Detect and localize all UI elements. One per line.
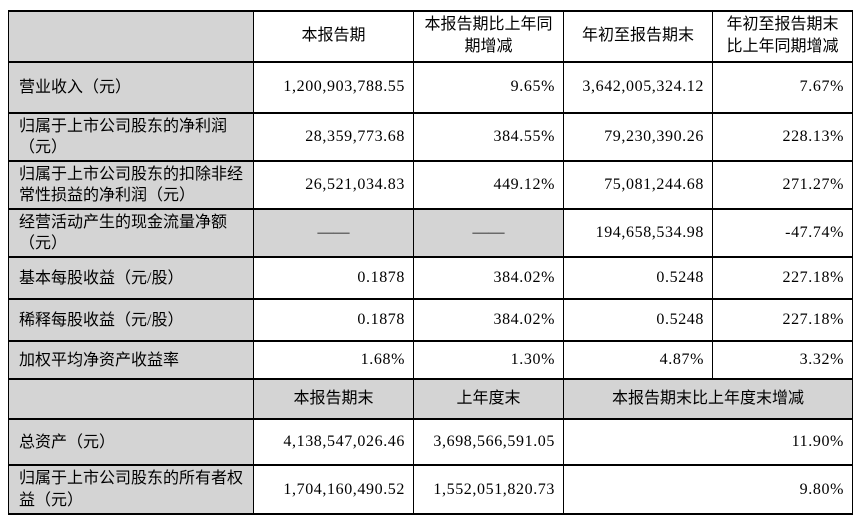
row-label: 归属于上市公司股东的净利润（元）	[8, 111, 254, 163]
value-ytd-vs-prior: 228.13%	[712, 111, 853, 163]
value-ytd: 0.5248	[563, 256, 713, 301]
value-ytd: 0.5248	[563, 298, 713, 343]
value-current-period: 1,200,903,788.55	[253, 60, 414, 114]
row-basic-eps: 基本每股收益（元/股） 0.1878 384.02% 0.5248 227.18…	[8, 256, 853, 301]
value-current-period: 28,359,773.68	[253, 111, 414, 163]
row-label: 稀释每股收益（元/股）	[8, 298, 254, 343]
col-header-ytd-vs-prior: 年初至报告期末 比上年同期增减	[712, 10, 853, 63]
value-current-vs-prior: 384.02%	[413, 256, 564, 301]
value-current-period: 0.1878	[253, 298, 414, 343]
row-label: 加权平均净资产收益率	[8, 340, 254, 381]
value-current-period: 0.1878	[253, 256, 414, 301]
value-current-vs-prior: 1.30%	[413, 340, 564, 381]
header-row-year-end: 本报告期末 上年度末 本报告期末比上年度末增减	[8, 378, 853, 421]
value-current-vs-prior: 384.55%	[413, 111, 564, 163]
row-weighted-avg-roe: 加权平均净资产收益率 1.68% 1.30% 4.87% 3.32%	[8, 340, 853, 381]
value-ytd: 3,642,005,324.12	[563, 60, 713, 114]
value-current-vs-prior: 449.12%	[413, 159, 564, 211]
row-label: 归属于上市公司股东的所有者权益（元）	[8, 464, 254, 515]
row-net-profit: 归属于上市公司股东的净利润（元） 28,359,773.68 384.55% 7…	[8, 111, 853, 163]
row-label: 归属于上市公司股东的扣除非经常性损益的净利润（元）	[8, 159, 254, 211]
row-label: 经营活动产生的现金流量净额（元）	[8, 208, 254, 259]
value-current-vs-prior: 384.02%	[413, 298, 564, 343]
value-ytd: 4.87%	[563, 340, 713, 381]
value-ytd-vs-prior: -47.74%	[712, 208, 853, 259]
value-period-end-vs-prior: 9.80%	[563, 464, 853, 515]
value-prior-year-end: 3,698,566,591.05	[413, 418, 564, 467]
row-revenue: 营业收入（元） 1,200,903,788.55 9.65% 3,642,005…	[8, 60, 853, 114]
col-header-prior-year-end: 上年度末	[413, 378, 564, 421]
row-net-profit-excl-nonrecurring: 归属于上市公司股东的扣除非经常性损益的净利润（元） 26,521,034.83 …	[8, 159, 853, 211]
row-operating-cash-flow: 经营活动产生的现金流量净额（元） —— —— 194,658,534.98 -4…	[8, 208, 853, 259]
value-ytd-vs-prior: 227.18%	[712, 298, 853, 343]
col-header-period-end-vs-prior: 本报告期末比上年度末增减	[563, 378, 853, 421]
value-ytd-vs-prior: 271.27%	[712, 159, 853, 211]
value-prior-year-end: 1,552,051,820.73	[413, 464, 564, 515]
row-equity-attributable-to-shareholders: 归属于上市公司股东的所有者权益（元） 1,704,160,490.52 1,55…	[8, 464, 853, 515]
value-ytd: 194,658,534.98	[563, 208, 713, 259]
value-ytd-vs-prior: 7.67%	[712, 60, 853, 114]
financial-summary-table: 本报告期 本报告期比上年同 期增减 年初至报告期末 年初至报告期末 比上年同期增…	[8, 10, 853, 515]
value-ytd-vs-prior: 227.18%	[712, 256, 853, 301]
row-label: 基本每股收益（元/股）	[8, 256, 254, 301]
value-ytd-vs-prior: 3.32%	[712, 340, 853, 381]
col-header-ytd: 年初至报告期末	[563, 10, 713, 63]
corner-cell	[8, 378, 254, 421]
value-current-vs-prior-na: ——	[413, 208, 564, 259]
corner-cell	[8, 10, 254, 63]
row-diluted-eps: 稀释每股收益（元/股） 0.1878 384.02% 0.5248 227.18…	[8, 298, 853, 343]
row-label: 营业收入（元）	[8, 60, 254, 114]
value-current-period: 26,521,034.83	[253, 159, 414, 211]
header-row-period: 本报告期 本报告期比上年同 期增减 年初至报告期末 年初至报告期末 比上年同期增…	[8, 10, 853, 63]
value-current-period: 1.68%	[253, 340, 414, 381]
col-header-current-period: 本报告期	[253, 10, 414, 63]
value-period-end: 1,704,160,490.52	[253, 464, 414, 515]
value-period-end-vs-prior: 11.90%	[563, 418, 853, 467]
col-header-period-end: 本报告期末	[253, 378, 414, 421]
value-period-end: 4,138,547,026.46	[253, 418, 414, 467]
row-label: 总资产（元）	[8, 418, 254, 467]
value-ytd: 75,081,244.68	[563, 159, 713, 211]
value-current-period-na: ——	[253, 208, 414, 259]
col-header-current-vs-prior: 本报告期比上年同 期增减	[413, 10, 564, 63]
value-current-vs-prior: 9.65%	[413, 60, 564, 114]
value-ytd: 79,230,390.26	[563, 111, 713, 163]
row-total-assets: 总资产（元） 4,138,547,026.46 3,698,566,591.05…	[8, 418, 853, 467]
